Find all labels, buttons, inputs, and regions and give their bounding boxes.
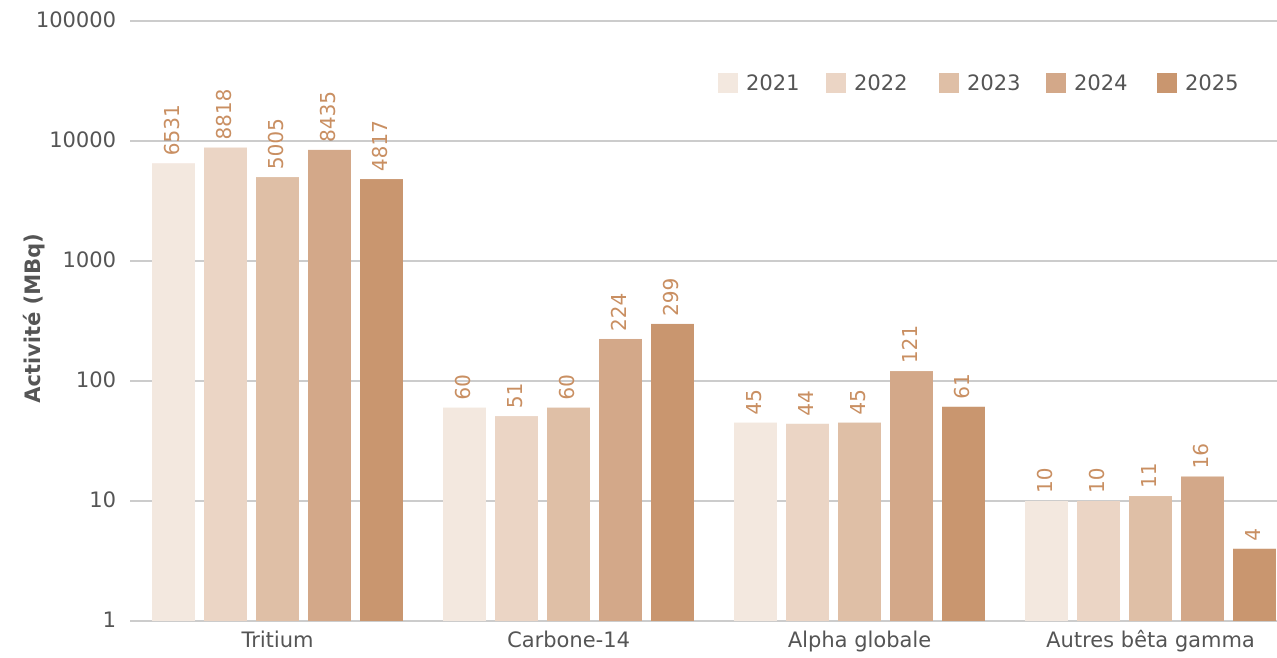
- value-label: 45: [742, 389, 766, 414]
- value-label: 10: [1033, 468, 1057, 493]
- bar: [1181, 476, 1224, 621]
- x-tick-label: Carbone-14: [507, 628, 630, 652]
- value-label: 60: [451, 374, 475, 399]
- legend-swatch: [1157, 73, 1177, 93]
- y-axis-label: Activité (MBq): [21, 233, 45, 403]
- legend-swatch: [939, 73, 959, 93]
- value-label: 44: [794, 390, 818, 415]
- y-tick-label: 10: [89, 488, 116, 512]
- value-label: 224: [607, 293, 631, 331]
- y-tick-label: 1: [103, 608, 116, 632]
- y-tick-label: 10000: [49, 128, 116, 152]
- bar: [204, 147, 247, 621]
- bar: [838, 422, 881, 621]
- value-label: 60: [555, 374, 579, 399]
- legend-label: 2024: [1074, 71, 1127, 95]
- bar: [152, 163, 195, 621]
- value-label: 8818: [212, 89, 236, 140]
- value-label: 61: [950, 373, 974, 398]
- legend-swatch: [826, 73, 846, 93]
- legend-label: 2023: [967, 71, 1020, 95]
- x-tick-label: Autres bêta gamma: [1046, 628, 1255, 652]
- legend-swatch: [1046, 73, 1066, 93]
- value-label: 45: [846, 389, 870, 414]
- y-tick-label: 1000: [63, 248, 116, 272]
- value-label: 51: [503, 383, 527, 408]
- bar: [1233, 548, 1276, 621]
- bar: [651, 323, 694, 621]
- value-label: 10: [1085, 468, 1109, 493]
- value-label: 8435: [316, 91, 340, 142]
- legend-label: 2025: [1185, 71, 1238, 95]
- bar: [890, 371, 933, 621]
- value-label: 4817: [368, 120, 392, 171]
- value-label: 299: [659, 278, 683, 316]
- x-tick-label: Alpha globale: [788, 628, 931, 652]
- value-label: 6531: [160, 104, 184, 155]
- y-tick-label: 100000: [36, 8, 116, 32]
- value-label: 16: [1189, 443, 1213, 468]
- bar: [1129, 496, 1172, 621]
- bar: [942, 406, 985, 621]
- bar: [443, 407, 486, 621]
- legend-swatch: [718, 73, 738, 93]
- value-label: 4: [1241, 528, 1265, 541]
- bar: [734, 422, 777, 621]
- bar: [360, 179, 403, 621]
- bar: [1077, 501, 1120, 621]
- bar: [599, 338, 642, 621]
- x-tick-label: Tritium: [240, 628, 313, 652]
- bar: [1025, 501, 1068, 621]
- y-tick-label: 100: [76, 368, 116, 392]
- bar: [256, 177, 299, 621]
- value-label: 11: [1137, 463, 1161, 488]
- legend-label: 2022: [854, 71, 907, 95]
- bar: [495, 416, 538, 621]
- value-label: 5005: [264, 118, 288, 169]
- bar: [547, 407, 590, 621]
- legend-label: 2021: [746, 71, 799, 95]
- bar: [786, 423, 829, 621]
- value-label: 121: [898, 325, 922, 363]
- bar: [308, 149, 351, 621]
